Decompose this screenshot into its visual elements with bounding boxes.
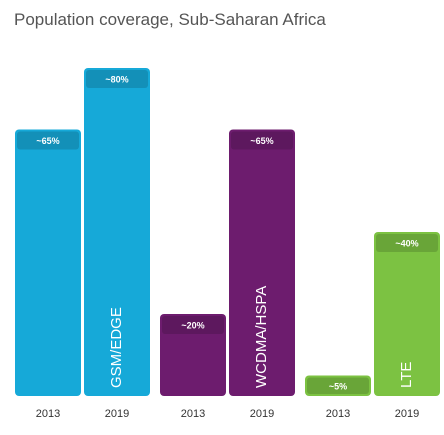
x-tick-label-lte-2013: 2013 xyxy=(326,408,350,420)
lte-value-label-2019: ~40% xyxy=(395,239,418,249)
wcdma-hspa-group: ~20% 2013 ~65% 2019 WCDMA/HSPA xyxy=(160,129,295,420)
lte-value-label-2013: ~5% xyxy=(329,381,347,391)
wcdma-hspa-value-label-2019: ~65% xyxy=(250,136,273,146)
chart-title: Population coverage, Sub-Saharan Africa xyxy=(14,10,326,29)
x-tick-label-gsm-edge-2019: 2019 xyxy=(105,408,129,420)
wcdma-hspa-bar-2019 xyxy=(229,129,295,396)
wcdma-hspa-value-label-2013: ~20% xyxy=(181,321,204,331)
gsm-edge-bar-2013 xyxy=(15,129,81,396)
lte-value-badge-2019 xyxy=(376,234,438,252)
wcdma-hspa-value-badge-2019 xyxy=(231,131,293,150)
wcdma-hspa-bar-2013 xyxy=(160,314,226,396)
gsm-edge-group: ~65% 2013 ~80% 2019 GSM/EDGE xyxy=(15,68,150,420)
x-tick-label-lte-2019: 2019 xyxy=(395,408,419,420)
gsm-edge-value-badge-2013 xyxy=(17,131,79,150)
gsm-edge-series-label: GSM/EDGE xyxy=(108,307,125,388)
wcdma-hspa-value-badge-2013 xyxy=(162,316,224,334)
x-tick-label-wcdma-hspa-2013: 2013 xyxy=(181,408,205,420)
wcdma-hspa-series-label: WCDMA/HSPA xyxy=(253,286,270,388)
x-tick-label-gsm-edge-2013: 2013 xyxy=(36,408,60,420)
gsm-edge-bar-2019 xyxy=(84,68,150,396)
lte-bar-2019 xyxy=(374,232,440,396)
lte-series-label: LTE xyxy=(398,362,415,388)
gsm-edge-value-badge-2019 xyxy=(86,70,148,88)
lte-value-badge-2013 xyxy=(307,377,369,394)
x-tick-label-wcdma-hspa-2019: 2019 xyxy=(250,408,274,420)
gsm-edge-value-label-2013: ~65% xyxy=(36,136,59,146)
gsm-edge-value-label-2019: ~80% xyxy=(105,75,128,85)
lte-group: ~5% 2013 ~40% 2019 LTE xyxy=(305,232,440,420)
